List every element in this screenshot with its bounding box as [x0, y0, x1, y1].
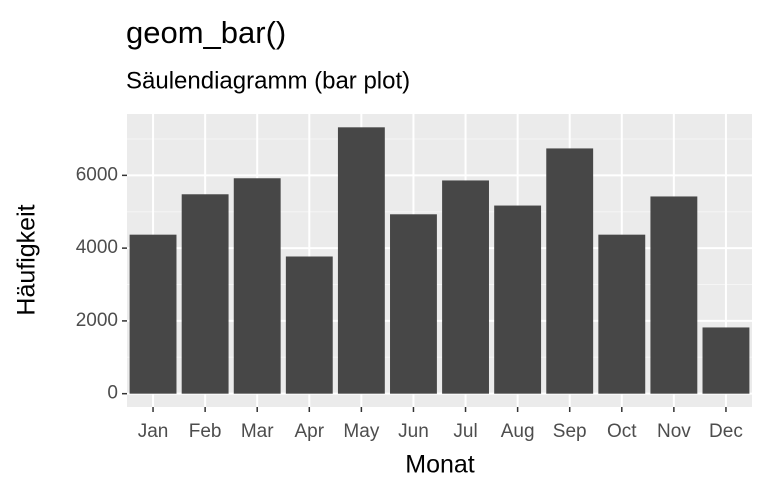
bar	[390, 214, 437, 394]
y-tick-label: 6000	[76, 164, 118, 185]
bar	[129, 234, 177, 394]
x-tick-label: Oct	[607, 421, 637, 442]
x-tick-label: Aug	[501, 421, 535, 442]
y-tick-label: 2000	[76, 310, 118, 331]
bar	[181, 194, 229, 394]
y-tick-label: 4000	[76, 237, 118, 258]
y-axis-title: Häufigkeit	[13, 204, 41, 315]
x-tick-label: Jan	[138, 421, 169, 442]
bar	[285, 256, 333, 394]
x-tick-label: Dec	[709, 421, 743, 442]
x-tick-label: Jul	[453, 421, 477, 442]
y-tick-label: 0	[107, 383, 118, 404]
bar	[442, 180, 489, 394]
chart-subtitle: Säulendiagramm (bar plot)	[126, 67, 410, 94]
panel	[127, 114, 752, 407]
x-tick-label: Sep	[553, 421, 587, 442]
chart-title: geom_bar()	[126, 15, 286, 50]
x-tick-label: Apr	[295, 421, 325, 442]
bar	[702, 327, 750, 394]
bar	[650, 196, 698, 394]
x-axis-title: Monat	[405, 451, 475, 479]
x-tick-label: Jun	[398, 421, 429, 442]
x-tick-label: Nov	[657, 421, 691, 442]
bar	[546, 148, 594, 394]
bar	[337, 127, 385, 394]
x-tick-label: Feb	[189, 421, 222, 442]
bar	[233, 178, 281, 394]
bar	[494, 205, 542, 394]
x-tick-label: May	[343, 421, 379, 442]
bar	[598, 234, 646, 394]
x-tick-label: Mar	[241, 421, 274, 442]
